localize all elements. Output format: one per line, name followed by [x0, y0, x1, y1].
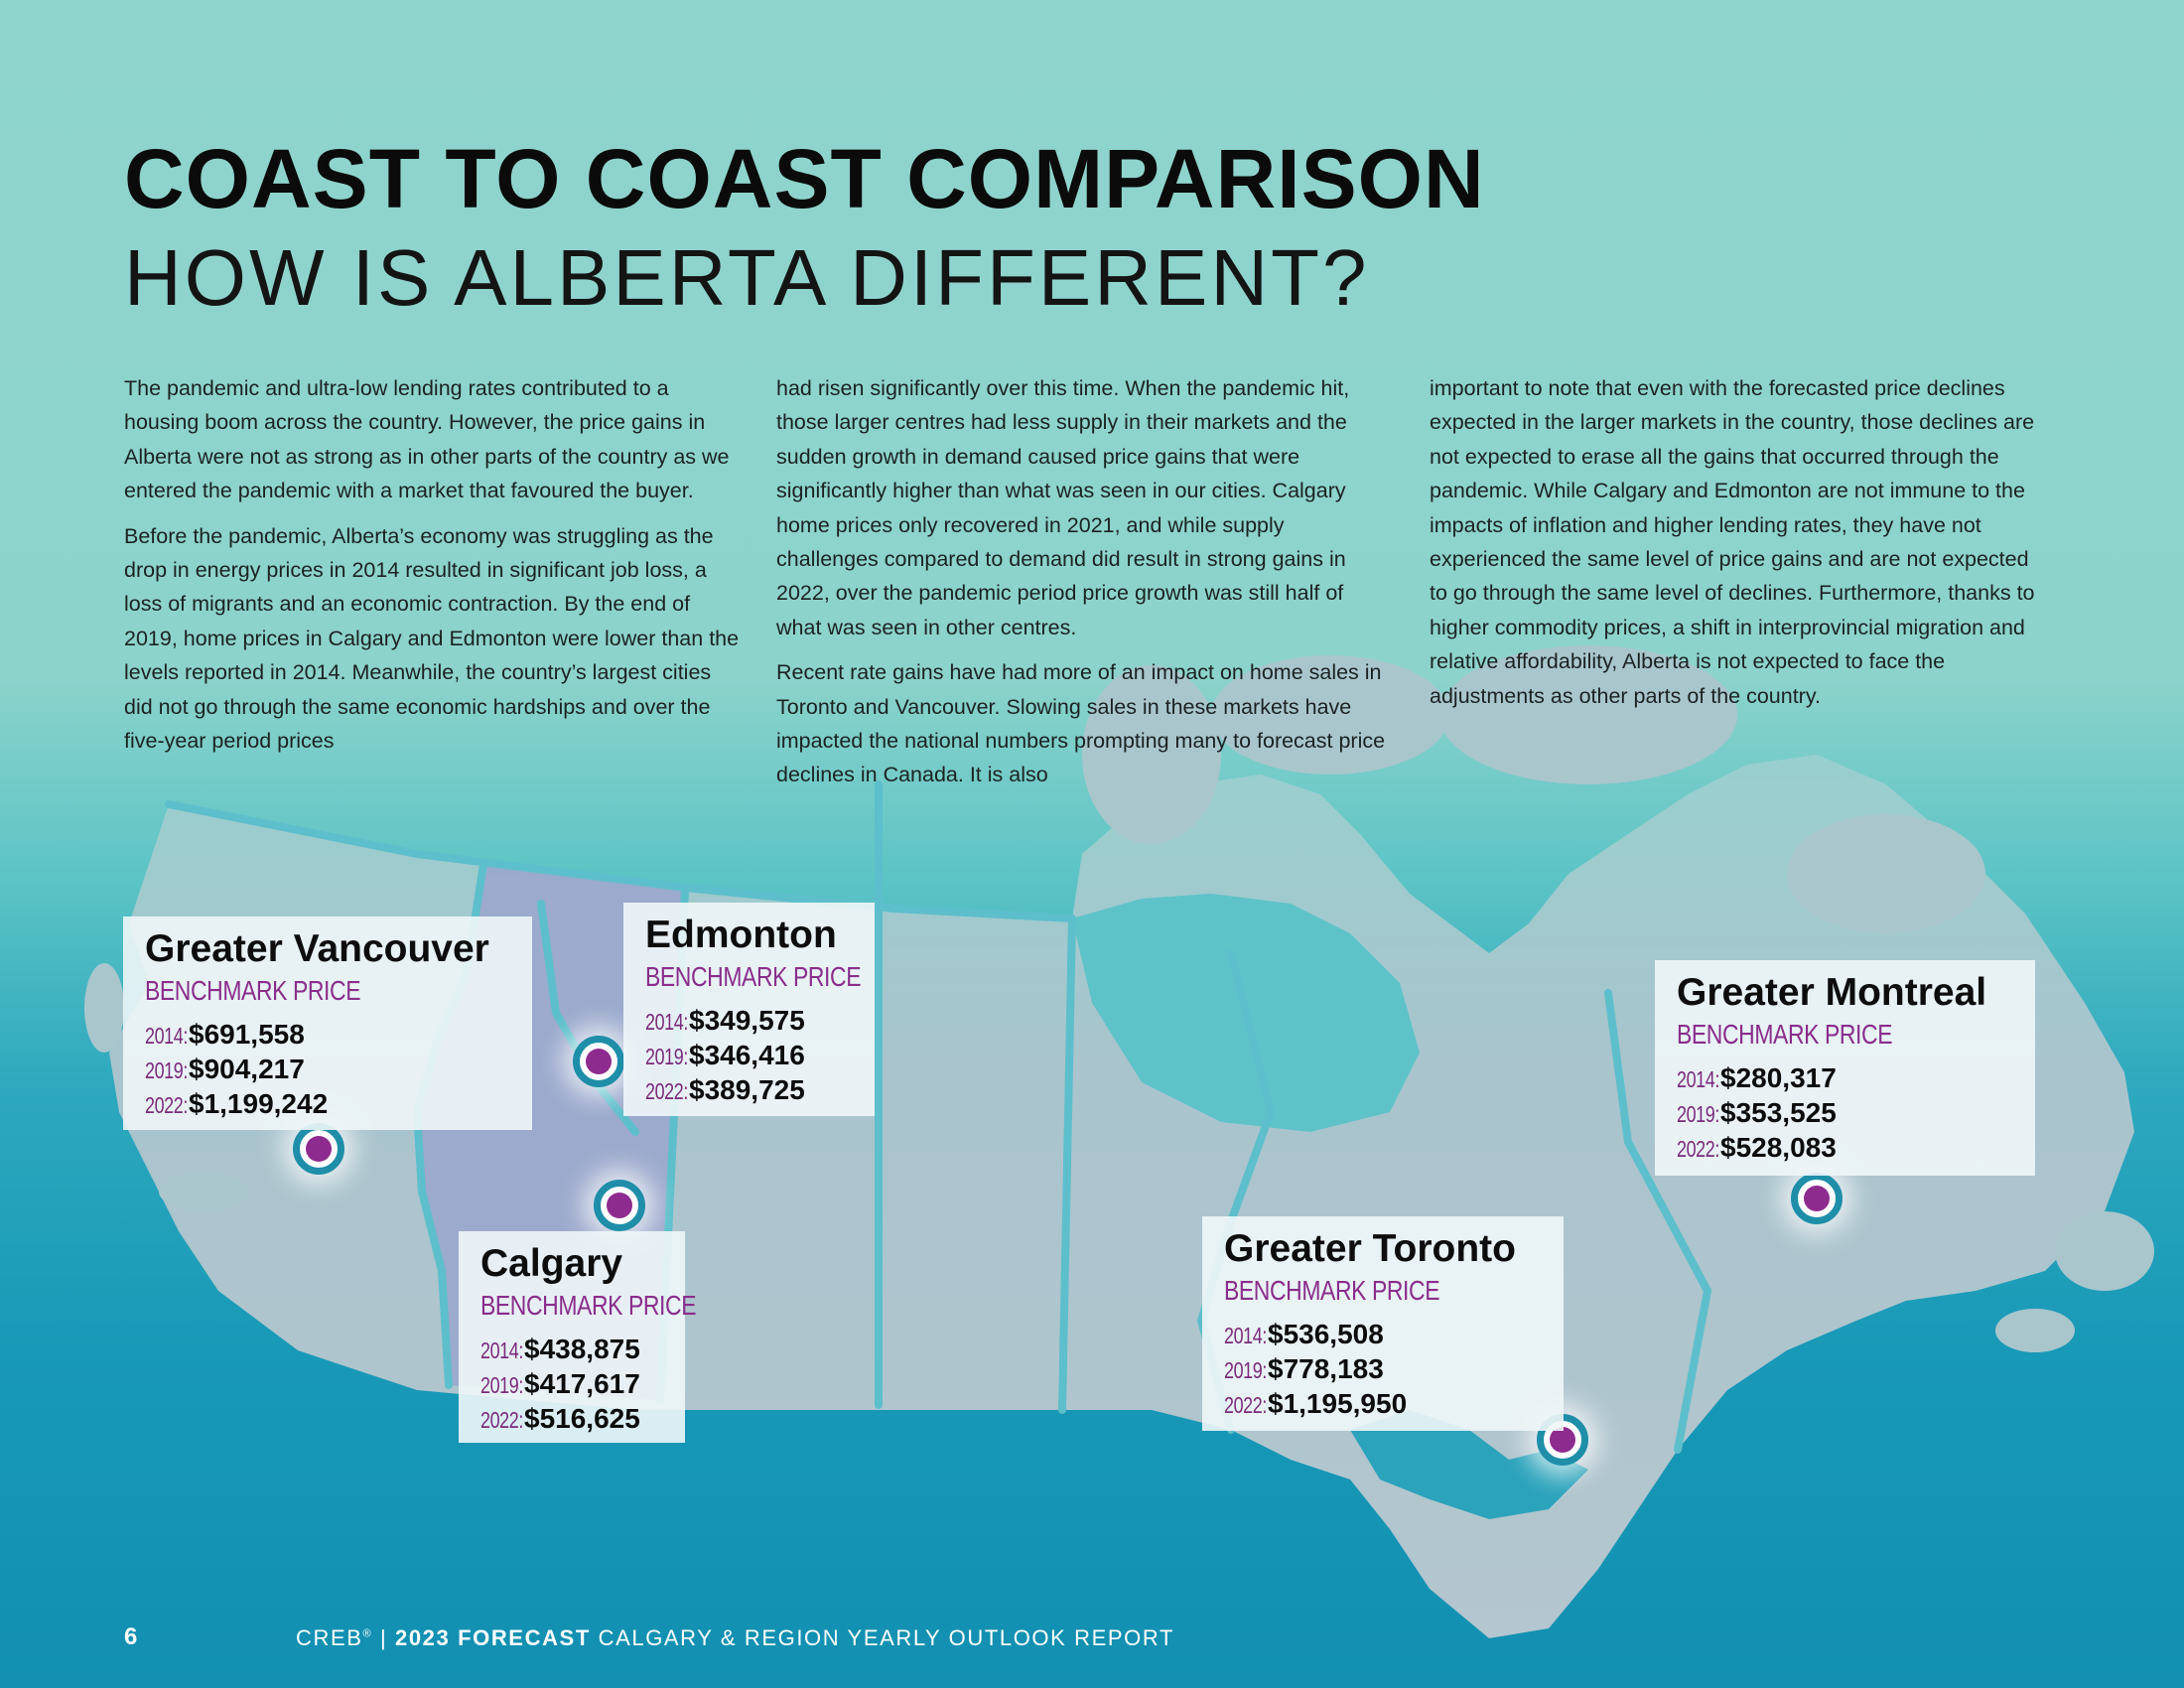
islands	[84, 645, 2154, 1352]
year-label: 2014:	[145, 1022, 188, 1049]
paragraph: important to note that even with the for…	[1430, 376, 2035, 708]
paragraph: The pandemic and ultra-low lending rates…	[124, 376, 730, 503]
price-row-2022: 2022:$389,725	[645, 1073, 853, 1108]
price-value: $691,558	[189, 1018, 305, 1050]
vancouver-marker-icon	[293, 1123, 344, 1175]
year-label: 2014:	[1677, 1065, 1719, 1092]
marker-dot	[1550, 1427, 1575, 1453]
price-value: $280,317	[1720, 1061, 1837, 1093]
city-name: Greater Montreal	[1677, 971, 1987, 1014]
calgary-price-card: Calgary BENCHMARK PRICE 2014:$438,875 20…	[459, 1231, 697, 1443]
price-value: $353,525	[1720, 1096, 1837, 1128]
text-column-3: important to note that even with the for…	[1430, 371, 2050, 724]
price-row-2019: 2019:$904,217	[145, 1053, 510, 1087]
marker-dot	[1804, 1186, 1830, 1211]
footer-registered: ®	[362, 1627, 373, 1640]
price-value: $778,183	[1268, 1352, 1384, 1384]
year-label: 2019:	[1224, 1356, 1267, 1383]
footer-forecast: 2023 FORECAST	[395, 1625, 591, 1650]
benchmark-label: BENCHMARK PRICE	[645, 960, 862, 992]
city-name: Calgary	[480, 1242, 623, 1285]
calgary-marker-icon	[594, 1180, 645, 1231]
paragraph: had risen significantly over this time. …	[776, 376, 1350, 639]
paragraph: Recent rate gains have had more of an im…	[776, 660, 1386, 787]
price-row-2014: 2014:$536,508	[1224, 1318, 1542, 1352]
marker-dot	[607, 1193, 632, 1218]
edmonton-price-card: Edmonton BENCHMARK PRICE 2014:$349,575 2…	[623, 903, 875, 1116]
benchmark-label: BENCHMARK PRICE	[480, 1289, 697, 1321]
price-row-2022: 2022:$528,083	[1677, 1131, 2013, 1166]
price-row-2014: 2014:$280,317	[1677, 1061, 2013, 1096]
montreal-marker-icon	[1791, 1173, 1843, 1224]
price-value: $438,875	[524, 1333, 640, 1364]
page-number: 6	[124, 1623, 138, 1650]
footer-text: CREB® | 2023 FORECAST CALGARY & REGION Y…	[296, 1625, 1174, 1651]
footer-separator: |	[379, 1625, 388, 1650]
marker-dot	[306, 1136, 332, 1162]
year-label: 2019:	[145, 1056, 188, 1083]
price-row-2022: 2022:$1,195,950	[1224, 1387, 1542, 1422]
price-row-2019: 2019:$417,617	[480, 1367, 663, 1402]
great-lakes-shape	[1350, 1410, 1588, 1519]
page-subtitle: HOW IS ALBERTA DIFFERENT?	[124, 233, 1370, 322]
benchmark-label: BENCHMARK PRICE	[1677, 1018, 1893, 1050]
price-row-2019: 2019:$778,183	[1224, 1352, 1542, 1387]
year-label: 2014:	[480, 1336, 523, 1363]
price-value: $528,083	[1720, 1131, 1837, 1163]
year-label: 2019:	[1677, 1100, 1719, 1127]
year-label: 2022:	[645, 1077, 688, 1104]
price-row-2022: 2022:$516,625	[480, 1402, 663, 1437]
toronto-price-card: Greater Toronto BENCHMARK PRICE 2014:$53…	[1202, 1216, 1564, 1431]
price-row-2014: 2014:$691,558	[145, 1018, 510, 1053]
paragraph: Before the pandemic, Alberta’s economy w…	[124, 523, 740, 754]
city-name: Greater Vancouver	[145, 927, 489, 970]
edmonton-marker-icon	[573, 1036, 624, 1087]
year-label: 2022:	[145, 1091, 188, 1118]
montreal-price-card: Greater Montreal BENCHMARK PRICE 2014:$2…	[1655, 960, 2035, 1176]
year-label: 2022:	[1677, 1135, 1719, 1162]
price-value: $389,725	[689, 1073, 805, 1105]
price-value: $1,199,242	[189, 1087, 329, 1119]
city-name: Edmonton	[645, 914, 837, 956]
price-value: $536,508	[1268, 1318, 1384, 1349]
price-row-2019: 2019:$346,416	[645, 1039, 853, 1073]
year-label: 2019:	[480, 1371, 523, 1398]
benchmark-label: BENCHMARK PRICE	[145, 974, 361, 1006]
year-label: 2022:	[480, 1406, 523, 1433]
price-value: $1,195,950	[1268, 1387, 1408, 1419]
footer-report: CALGARY & REGION YEARLY OUTLOOK REPORT	[598, 1625, 1175, 1650]
year-label: 2022:	[1224, 1391, 1267, 1418]
price-value: $417,617	[524, 1367, 640, 1399]
price-value: $346,416	[689, 1039, 805, 1070]
price-row-2019: 2019:$353,525	[1677, 1096, 2013, 1131]
price-value: $349,575	[689, 1004, 805, 1036]
text-column-1: The pandemic and ultra-low lending rates…	[124, 371, 740, 769]
price-row-2022: 2022:$1,199,242	[145, 1087, 510, 1122]
price-value: $904,217	[189, 1053, 305, 1084]
price-row-2014: 2014:$438,875	[480, 1333, 663, 1367]
benchmark-label: BENCHMARK PRICE	[1224, 1274, 1440, 1306]
city-name: Greater Toronto	[1224, 1227, 1516, 1270]
year-label: 2019:	[645, 1043, 688, 1069]
year-label: 2014:	[645, 1008, 688, 1035]
footer-brand: CREB	[296, 1625, 363, 1650]
page-title: COAST TO COAST COMPARISON	[124, 132, 1485, 225]
price-value: $516,625	[524, 1402, 640, 1434]
price-row-2014: 2014:$349,575	[645, 1004, 853, 1039]
vancouver-price-card: Greater Vancouver BENCHMARK PRICE 2014:$…	[123, 916, 532, 1130]
marker-dot	[586, 1049, 612, 1074]
text-column-2: had risen significantly over this time. …	[776, 371, 1392, 803]
year-label: 2014:	[1224, 1322, 1267, 1348]
